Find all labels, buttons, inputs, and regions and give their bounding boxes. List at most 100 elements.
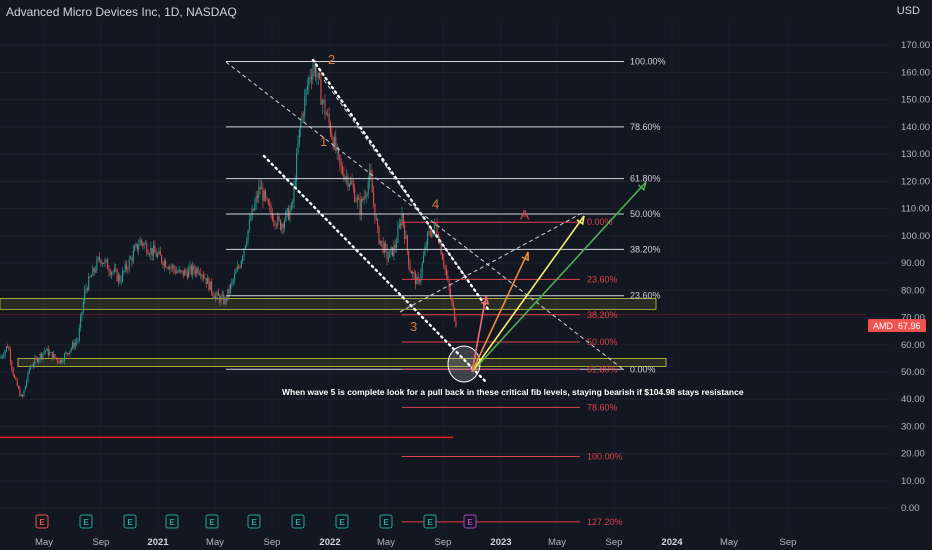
y-tick-label: 150.00	[901, 95, 930, 106]
candle-body	[302, 114, 304, 116]
candle-body	[258, 186, 260, 198]
candle-body	[65, 352, 67, 354]
candle-body	[385, 243, 387, 248]
candle-body	[277, 216, 279, 226]
candle-body	[347, 176, 349, 187]
candle-body	[252, 208, 254, 211]
candle-body	[265, 190, 267, 198]
wave-label-1: 1	[320, 134, 327, 149]
candle-body	[173, 265, 175, 270]
candle-body	[147, 253, 149, 255]
candle-body	[325, 114, 327, 115]
candle-body	[92, 267, 94, 276]
candle-body	[437, 234, 439, 243]
y-tick-label: 0.00	[901, 503, 920, 514]
candle-body	[8, 347, 10, 351]
candle-body	[212, 292, 214, 297]
x-tick-label: Sep	[93, 537, 110, 548]
candle-body	[109, 271, 111, 275]
candle-body	[247, 230, 249, 242]
candle-body	[7, 346, 9, 348]
candle-body	[224, 297, 226, 304]
candle-body	[389, 250, 391, 258]
candle-body	[146, 243, 148, 254]
candle-body	[382, 241, 384, 253]
candle-body	[420, 273, 422, 282]
candle-body	[298, 128, 300, 145]
candle-body	[275, 225, 277, 227]
candle-body	[86, 288, 88, 291]
candle-body	[354, 188, 356, 202]
arrow-pink-head	[481, 295, 490, 305]
wave-label-A: A	[520, 206, 530, 222]
candle-body	[180, 269, 182, 272]
candle-body	[216, 292, 218, 296]
candle-body	[386, 247, 388, 259]
candle-body	[178, 269, 180, 273]
candle-body	[301, 114, 303, 122]
candle-body	[383, 243, 385, 253]
candle-body	[136, 243, 138, 250]
fib-extension: 0.00% 23.60% 38.20% 50.00% 61.80% 78.60% 100.0…	[402, 217, 623, 527]
candle-body	[255, 195, 257, 204]
candle-body	[69, 350, 71, 355]
candle-body	[400, 223, 402, 226]
candle-body	[5, 346, 7, 351]
candle-body	[207, 278, 209, 284]
arrow-green-head	[638, 181, 647, 192]
candle-body	[304, 96, 306, 116]
fib-level-label: 38.20%	[630, 244, 661, 254]
candle-body	[435, 222, 437, 225]
candle-body	[312, 71, 314, 80]
earnings-marker-label: E	[467, 518, 473, 527]
candle-body	[406, 235, 408, 251]
arrow-orange	[471, 251, 529, 373]
fib-retracement: 100.00% 78.60% 61.80% 50.00% 38.20% 23.60% 0.0…	[226, 56, 666, 374]
candle-body	[81, 311, 83, 317]
candle-body	[367, 182, 369, 194]
candle-body	[413, 272, 415, 274]
candle-body	[377, 219, 379, 227]
candle-body	[78, 327, 80, 341]
fib-ext-label: 38.20%	[587, 310, 618, 320]
candle-body	[186, 272, 188, 278]
candle-body	[342, 166, 344, 174]
candle-body	[424, 247, 426, 256]
price-zone	[0, 298, 657, 310]
candle-body	[77, 340, 79, 342]
candle-body	[126, 263, 128, 269]
candle-body	[340, 164, 342, 167]
candle-body	[313, 65, 315, 72]
candle-body	[270, 205, 272, 214]
candle-body	[320, 78, 322, 105]
diagonal-dashed	[399, 211, 585, 313]
candle-body	[419, 280, 420, 282]
candle-body	[317, 72, 319, 77]
candle-body	[279, 219, 281, 230]
candle-body	[436, 224, 438, 235]
candle-body	[273, 220, 275, 222]
fib-ext-label: 100.00%	[587, 451, 623, 461]
candle-body	[294, 181, 296, 185]
candle-body	[414, 273, 416, 285]
candle-body	[421, 262, 423, 274]
candle-body	[338, 147, 339, 155]
candle-body	[219, 295, 221, 303]
earnings-marker-label: E	[83, 518, 89, 527]
earnings-marker	[291, 514, 305, 529]
candle-body	[209, 281, 211, 291]
fib-level-label: 78.60%	[630, 122, 661, 132]
candle-body	[234, 274, 236, 280]
candle-body	[72, 342, 74, 349]
candle-body	[284, 220, 285, 228]
candle-body	[240, 260, 242, 268]
candle-body	[405, 235, 407, 239]
y-tick-label: 60.00	[901, 340, 925, 351]
candle-body	[327, 113, 329, 115]
earnings-marker	[79, 514, 93, 529]
candle-body	[80, 316, 82, 328]
candle-body	[177, 271, 179, 273]
candle-body	[394, 244, 396, 248]
